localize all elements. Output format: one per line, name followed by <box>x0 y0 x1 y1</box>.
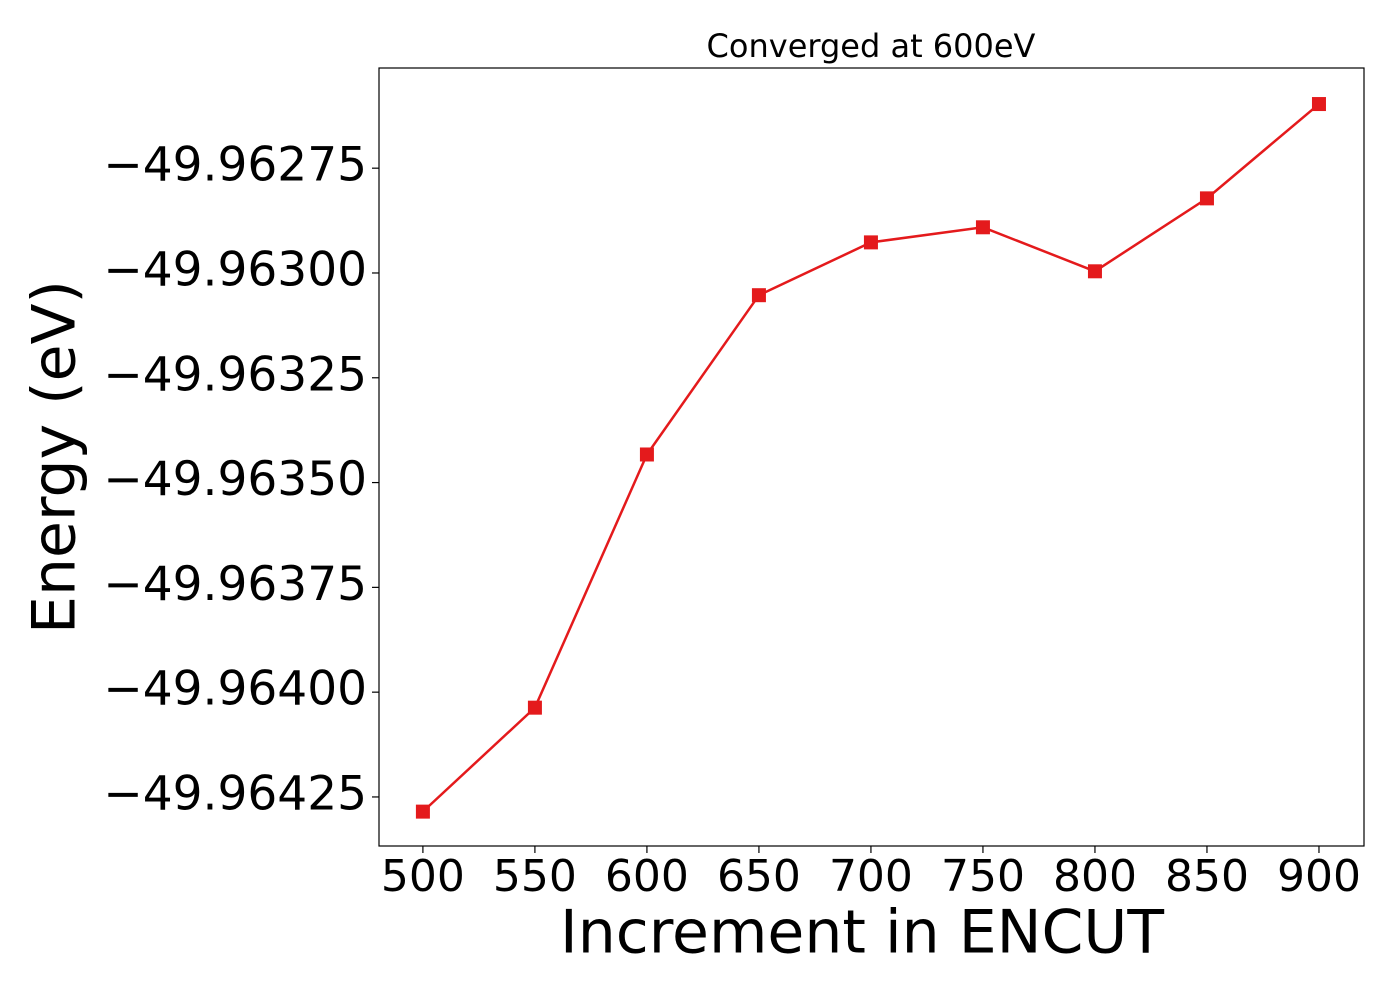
y-tick-label: −49.96325 <box>103 347 367 402</box>
x-tick-label: 500 <box>381 851 465 902</box>
marker <box>527 700 542 715</box>
y-tick-label: −49.96300 <box>103 242 367 297</box>
plot-frame <box>378 67 1365 847</box>
x-tick-label: 850 <box>1165 851 1249 902</box>
x-tick-label: 750 <box>941 851 1025 902</box>
marker <box>1199 191 1214 206</box>
y-tick-label: −49.96275 <box>103 138 367 193</box>
y-tick-label: −49.96375 <box>103 557 367 612</box>
y-tick-label: −49.96400 <box>103 662 367 717</box>
x-tick-label: 900 <box>1277 851 1361 902</box>
x-tick-label: 550 <box>493 851 577 902</box>
marker <box>1087 264 1102 279</box>
chart-title: Converged at 600eV <box>707 27 1036 65</box>
x-tick-label: 700 <box>829 851 913 902</box>
y-tick-label: −49.96350 <box>103 452 367 507</box>
marker <box>975 220 990 235</box>
y-axis-label: Energy (eV) <box>20 280 90 634</box>
marker <box>415 804 430 819</box>
x-axis-label: Increment in ENCUT <box>560 898 1164 968</box>
marker <box>751 288 766 303</box>
x-tick-label: 600 <box>605 851 689 902</box>
marker <box>639 447 654 462</box>
x-tick-label: 650 <box>717 851 801 902</box>
y-tick-label: −49.96425 <box>103 766 367 821</box>
marker <box>863 235 878 250</box>
x-tick-label: 800 <box>1053 851 1137 902</box>
line <box>422 103 1320 813</box>
marker <box>1311 97 1326 112</box>
